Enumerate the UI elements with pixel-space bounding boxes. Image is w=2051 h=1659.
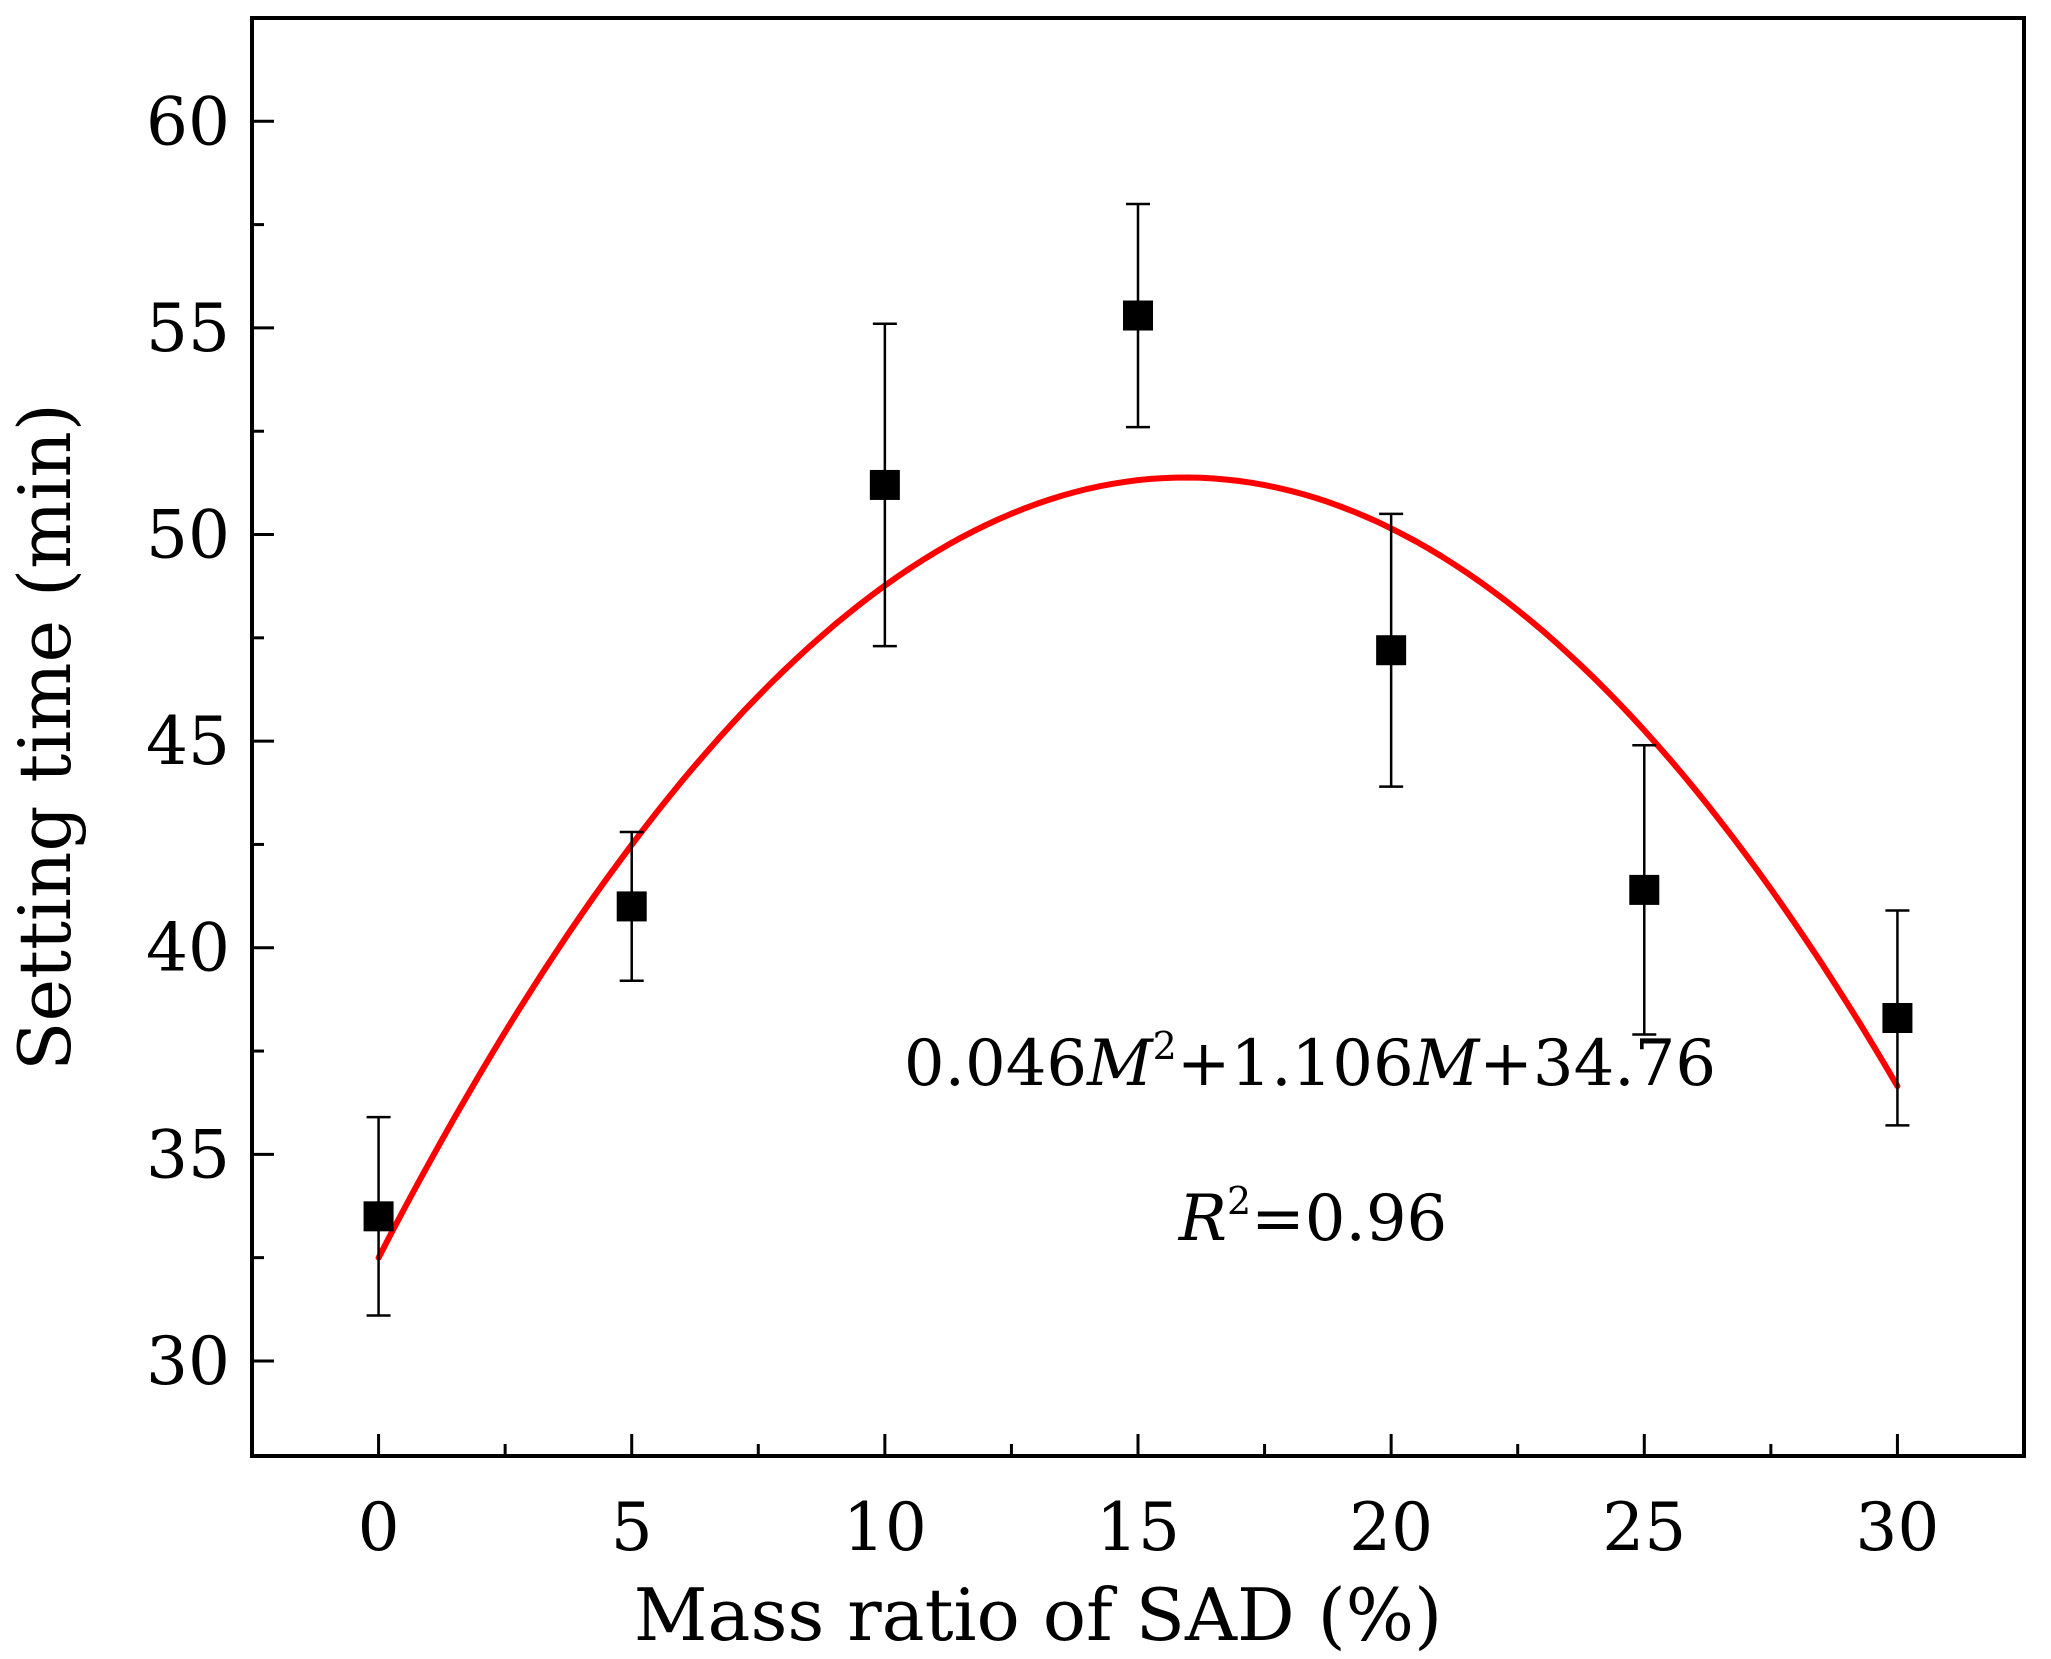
axis-tick-labels: 0 5 10 15 20 25 30 30 35 40 45 50 55 60	[146, 83, 1939, 1566]
plot-frame	[250, 16, 2026, 1458]
equation-variable: M	[1086, 1027, 1154, 1101]
y-tick-label: 40	[146, 910, 230, 987]
y-tick-label: 50	[146, 497, 230, 574]
data-point-marker	[363, 1201, 394, 1232]
data-point-marker	[1123, 300, 1153, 331]
x-tick-label: 30	[1855, 1489, 1939, 1566]
x-tick-label: 20	[1349, 1489, 1433, 1566]
x-tick-label: 10	[843, 1489, 927, 1566]
y-tick-label: 35	[146, 1116, 230, 1193]
y-tick-label: 55	[146, 290, 230, 367]
equation-coefficient-quadratic: 0.046	[904, 1027, 1087, 1101]
r-squared-exponent: 2	[1227, 1179, 1251, 1223]
r-squared-variable: R	[1178, 1182, 1227, 1256]
data-point-marker	[1882, 1002, 1913, 1033]
r-squared-value: =0.96	[1251, 1182, 1447, 1256]
y-tick-label: 45	[146, 703, 230, 780]
x-tick-label: 25	[1602, 1489, 1686, 1566]
equation-exponent: 2	[1153, 1024, 1177, 1068]
data-point-marker	[1376, 635, 1407, 666]
fit-equation-label: 0.046M2+1.106M+34.76	[904, 1024, 1716, 1101]
x-axis-title: Mass ratio of SAD (%)	[634, 1573, 1442, 1657]
y-tick-label: 60	[146, 83, 230, 160]
data-point-marker	[1629, 874, 1660, 905]
data-point-marker	[616, 891, 647, 922]
equation-constant: +34.76	[1479, 1027, 1716, 1101]
equation-linear-term: +1.106	[1177, 1027, 1414, 1101]
equation-variable-2: M	[1413, 1027, 1481, 1101]
x-tick-label: 5	[611, 1489, 653, 1566]
r-squared-label: R2=0.96	[1178, 1179, 1448, 1256]
y-tick-label: 30	[146, 1323, 230, 1400]
data-point-marker	[869, 469, 900, 500]
x-tick-label: 15	[1096, 1489, 1180, 1566]
x-tick-label: 0	[358, 1489, 400, 1566]
y-axis-title: Setting time (min)	[3, 403, 87, 1071]
data-markers	[363, 300, 1913, 1232]
